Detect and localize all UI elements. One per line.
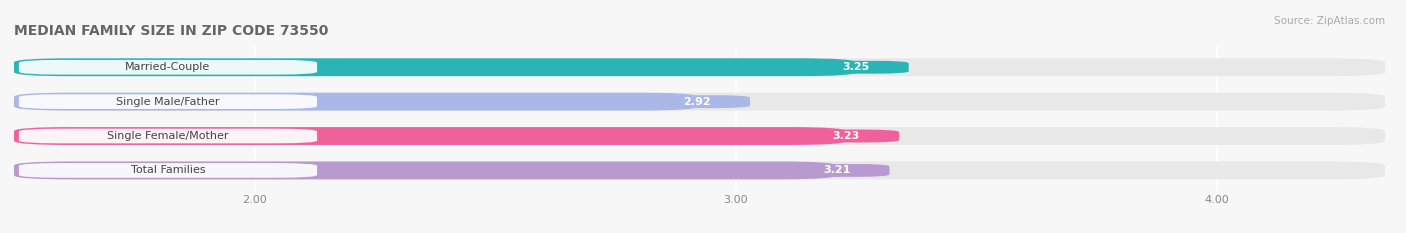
- Text: Married-Couple: Married-Couple: [125, 62, 211, 72]
- FancyBboxPatch shape: [793, 130, 898, 142]
- FancyBboxPatch shape: [14, 58, 1385, 76]
- Text: 3.25: 3.25: [842, 62, 869, 72]
- FancyBboxPatch shape: [644, 95, 749, 108]
- Text: 2.92: 2.92: [683, 97, 711, 107]
- Text: Total Families: Total Families: [131, 165, 205, 175]
- FancyBboxPatch shape: [18, 94, 318, 109]
- FancyBboxPatch shape: [18, 163, 318, 178]
- Text: Source: ZipAtlas.com: Source: ZipAtlas.com: [1274, 16, 1385, 26]
- Text: 3.23: 3.23: [832, 131, 860, 141]
- Text: 3.21: 3.21: [823, 165, 851, 175]
- Text: MEDIAN FAMILY SIZE IN ZIP CODE 73550: MEDIAN FAMILY SIZE IN ZIP CODE 73550: [14, 24, 329, 38]
- FancyBboxPatch shape: [18, 129, 318, 143]
- Text: Single Female/Mother: Single Female/Mother: [107, 131, 229, 141]
- FancyBboxPatch shape: [14, 161, 1385, 179]
- FancyBboxPatch shape: [18, 60, 318, 75]
- FancyBboxPatch shape: [14, 93, 1385, 111]
- FancyBboxPatch shape: [14, 127, 1385, 145]
- FancyBboxPatch shape: [14, 127, 846, 145]
- Text: Single Male/Father: Single Male/Father: [117, 97, 219, 107]
- FancyBboxPatch shape: [14, 161, 837, 179]
- FancyBboxPatch shape: [14, 58, 856, 76]
- FancyBboxPatch shape: [14, 93, 697, 111]
- FancyBboxPatch shape: [803, 61, 908, 74]
- FancyBboxPatch shape: [783, 164, 890, 177]
